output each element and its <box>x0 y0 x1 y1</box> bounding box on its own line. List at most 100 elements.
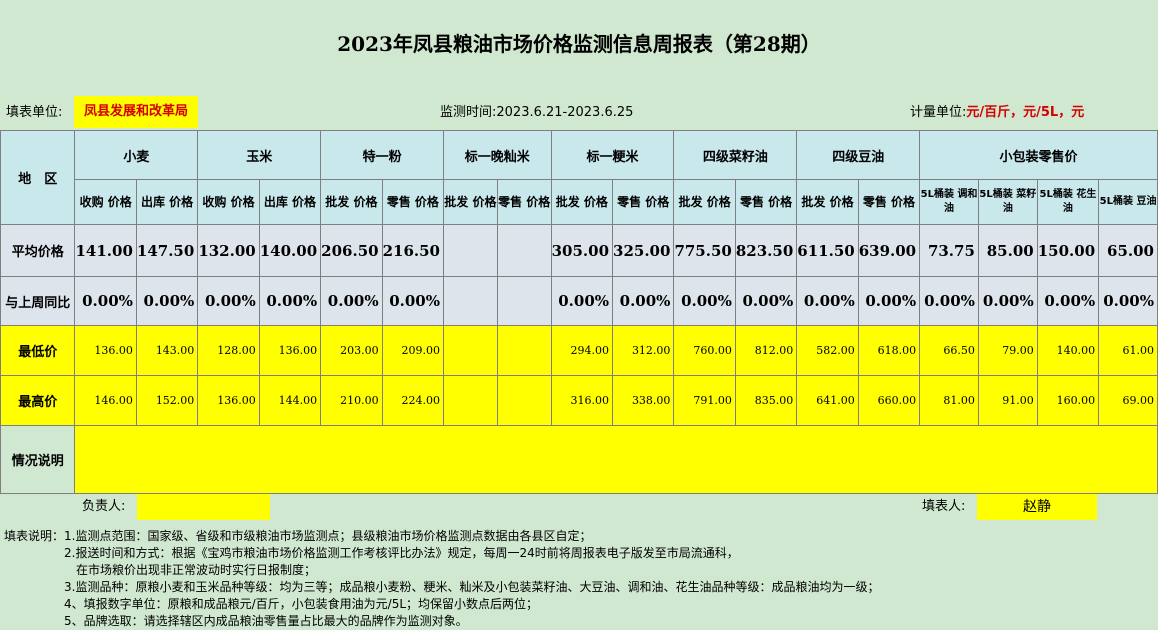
price-cell[interactable]: 639.00 <box>857 224 921 277</box>
price-cell[interactable]: 66.50 <box>919 325 979 376</box>
unit-label: 填表单位: <box>6 105 63 120</box>
sub-header: 批发 价格 <box>673 179 736 225</box>
price-cell[interactable]: 0.00% <box>381 276 445 326</box>
price-cell[interactable]: 325.00 <box>612 224 675 277</box>
sub-header: 零售 价格 <box>496 179 552 225</box>
price-cell[interactable]: 0.00% <box>197 276 260 326</box>
price-cell[interactable]: 305.00 <box>550 224 614 277</box>
price-cell[interactable]: 79.00 <box>977 325 1038 376</box>
price-cell[interactable]: 91.00 <box>977 375 1038 426</box>
price-cell[interactable]: 143.00 <box>135 325 199 376</box>
price-cell[interactable]: 0.00% <box>135 276 199 326</box>
price-cell[interactable]: 835.00 <box>734 375 798 426</box>
price-cell[interactable]: 150.00 <box>1036 224 1100 277</box>
price-cell[interactable]: 73.75 <box>919 224 979 277</box>
price-cell[interactable]: 338.00 <box>612 375 675 426</box>
price-cell[interactable]: 147.50 <box>135 224 199 277</box>
price-cell[interactable]: 160.00 <box>1036 375 1100 426</box>
price-cell[interactable]: 611.50 <box>796 224 859 277</box>
price-cell[interactable]: 209.00 <box>381 325 445 376</box>
price-cell[interactable] <box>496 375 552 426</box>
price-cell[interactable] <box>443 276 498 326</box>
price-cell[interactable]: 210.00 <box>320 375 383 426</box>
price-cell[interactable] <box>443 375 498 426</box>
price-cell[interactable]: 141.00 <box>74 224 137 277</box>
instruction-line: 4、填报数字单位：原粮和成品粮元/百斤，小包装食用油为元/5L；均保留小数点后两… <box>4 597 539 611</box>
price-cell[interactable]: 0.00% <box>857 276 921 326</box>
sub-header: 5L桶装 菜籽油 <box>977 179 1038 225</box>
sub-header: 零售 价格 <box>857 179 921 225</box>
price-cell[interactable]: 0.00% <box>1098 276 1158 326</box>
header-row-groups: 地 区小麦 玉米 特一粉 标一晚籼米 标一粳米 四级菜籽油 四级豆油 小包装零售价 <box>0 130 1158 225</box>
time-value: 2023.6.21-2023.6.25 <box>496 105 634 120</box>
price-cell[interactable]: 0.00% <box>258 276 322 326</box>
monitor-time: 监测时间:2023.6.21-2023.6.25 <box>440 98 633 128</box>
data-row: 最高价 146.00 152.00 136.00 144.00 210.00 224.00 3… <box>0 375 1158 426</box>
price-cell[interactable]: 775.50 <box>673 224 736 277</box>
price-cell[interactable]: 132.00 <box>197 224 260 277</box>
filler-label: 填表人: <box>922 499 966 514</box>
price-cell[interactable]: 140.00 <box>1036 325 1100 376</box>
price-cell[interactable] <box>496 276 552 326</box>
price-cell[interactable]: 69.00 <box>1098 375 1158 426</box>
price-cell[interactable]: 312.00 <box>612 325 675 376</box>
price-cell[interactable]: 224.00 <box>381 375 445 426</box>
price-cell[interactable]: 136.00 <box>74 325 137 376</box>
price-cell[interactable]: 136.00 <box>197 375 260 426</box>
group-header: 小麦 <box>74 130 199 180</box>
price-cell[interactable]: 0.00% <box>796 276 859 326</box>
unit-value[interactable]: 凤县发展和改革局 <box>74 96 198 128</box>
price-cell[interactable]: 206.50 <box>320 224 383 277</box>
price-cell[interactable] <box>443 224 498 277</box>
price-cell[interactable]: 660.00 <box>857 375 921 426</box>
price-cell[interactable]: 0.00% <box>550 276 614 326</box>
price-cell[interactable]: 0.00% <box>919 276 979 326</box>
price-cell[interactable]: 316.00 <box>550 375 614 426</box>
sub-header: 收购 价格 <box>74 179 137 225</box>
price-cell[interactable] <box>496 224 552 277</box>
price-cell[interactable] <box>496 325 552 376</box>
filler-field[interactable]: 赵静 <box>977 494 1097 520</box>
price-cell[interactable]: 0.00% <box>977 276 1038 326</box>
price-cell[interactable]: 582.00 <box>796 325 859 376</box>
group-header: 特一粉 <box>320 130 444 180</box>
row-label: 平均价格 <box>0 224 76 277</box>
price-cell[interactable]: 146.00 <box>74 375 137 426</box>
sub-header: 批发 价格 <box>550 179 614 225</box>
price-cell[interactable]: 294.00 <box>550 325 614 376</box>
price-cell[interactable]: 152.00 <box>135 375 199 426</box>
price-cell[interactable]: 0.00% <box>1036 276 1100 326</box>
data-row: 平均价格 141.00 147.50 132.00 140.00 206.50 216.50… <box>0 224 1158 277</box>
price-cell[interactable]: 128.00 <box>197 325 260 376</box>
sub-header: 零售 价格 <box>381 179 445 225</box>
price-cell[interactable]: 618.00 <box>857 325 921 376</box>
price-cell[interactable]: 812.00 <box>734 325 798 376</box>
price-cell[interactable]: 760.00 <box>673 325 736 376</box>
price-cell[interactable]: 0.00% <box>673 276 736 326</box>
price-cell[interactable]: 0.00% <box>320 276 383 326</box>
price-cell[interactable]: 85.00 <box>977 224 1038 277</box>
price-cell[interactable]: 216.50 <box>381 224 445 277</box>
group-header: 标一晚籼米 <box>443 130 552 180</box>
group-header: 玉米 <box>197 130 322 180</box>
price-cell[interactable]: 0.00% <box>734 276 798 326</box>
sub-header: 5L桶装 花生油 <box>1036 179 1100 225</box>
price-cell[interactable]: 81.00 <box>919 375 979 426</box>
price-cell[interactable]: 641.00 <box>796 375 859 426</box>
price-cell[interactable] <box>443 325 498 376</box>
price-cell[interactable]: 61.00 <box>1098 325 1158 376</box>
leader-field[interactable] <box>137 494 270 520</box>
price-cell[interactable]: 823.50 <box>734 224 798 277</box>
price-cell[interactable]: 65.00 <box>1098 224 1158 277</box>
price-cell[interactable]: 144.00 <box>258 375 322 426</box>
price-cell[interactable]: 136.00 <box>258 325 322 376</box>
group-header: 四级豆油 <box>796 130 921 180</box>
price-cell[interactable]: 791.00 <box>673 375 736 426</box>
price-cell[interactable]: 203.00 <box>320 325 383 376</box>
price-cell[interactable]: 0.00% <box>74 276 137 326</box>
sub-header: 零售 价格 <box>612 179 675 225</box>
note-field[interactable] <box>74 425 1158 494</box>
data-row: 与上周同比 0.00% 0.00% 0.00% 0.00% 0.00% 0.00% 0.00%… <box>0 276 1158 326</box>
price-cell[interactable]: 0.00% <box>612 276 675 326</box>
price-cell[interactable]: 140.00 <box>258 224 322 277</box>
